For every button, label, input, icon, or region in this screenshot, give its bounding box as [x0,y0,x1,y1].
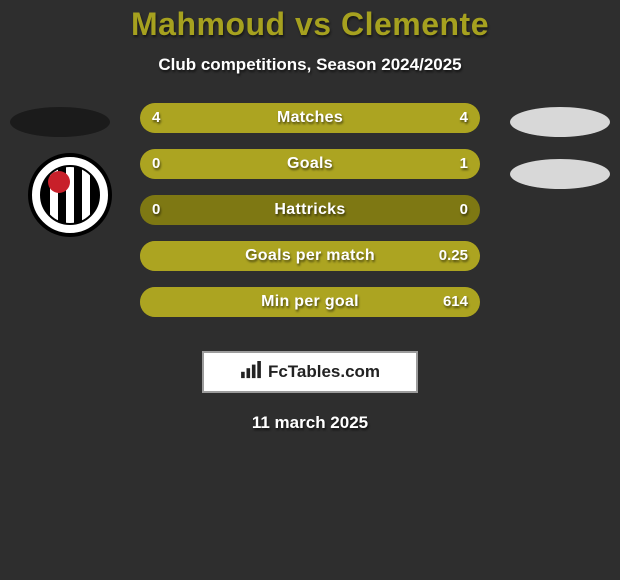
stat-value-right: 0 [460,195,468,225]
stat-bars: Matches44Goals01Hattricks00Goals per mat… [140,103,480,333]
subtitle: Club competitions, Season 2024/2025 [0,55,620,75]
stat-row: Min per goal614 [140,287,480,317]
club-crest-left [28,153,112,237]
stat-label: Goals [140,149,480,179]
stat-row: Matches4 4 [140,103,480,133]
stat-value-right: 1 [460,149,468,179]
page-title: Mahmoud vs Clemente [0,6,620,43]
brand-badge[interactable]: FcTables.com [202,351,418,393]
crest-stripes [40,165,100,225]
chart-icon [240,361,262,384]
team-badge-left [10,107,110,137]
stat-value-left: 0 [152,195,160,225]
stat-value-left: 0 [152,149,160,179]
stat-row: Hattricks0 0 [140,195,480,225]
stats-area: Matches44Goals01Hattricks00Goals per mat… [0,103,620,343]
crest-accent [48,171,70,193]
stat-label: Hattricks [140,195,480,225]
date-label: 11 march 2025 [0,413,620,433]
stat-value-right: 0.25 [439,241,468,271]
stat-value-left: 4 [152,103,160,133]
stat-label: Goals per match [140,241,480,271]
brand-text: FcTables.com [268,362,380,382]
stat-label: Min per goal [140,287,480,317]
stat-row: Goals0 1 [140,149,480,179]
comparison-card: Mahmoud vs Clemente Club competitions, S… [0,0,620,580]
stat-label: Matches [140,103,480,133]
stat-value-right: 614 [443,287,468,317]
team-badge-right-2 [510,159,610,189]
stat-row: Goals per match0.25 [140,241,480,271]
team-badge-right [510,107,610,137]
stat-value-right: 4 [460,103,468,133]
